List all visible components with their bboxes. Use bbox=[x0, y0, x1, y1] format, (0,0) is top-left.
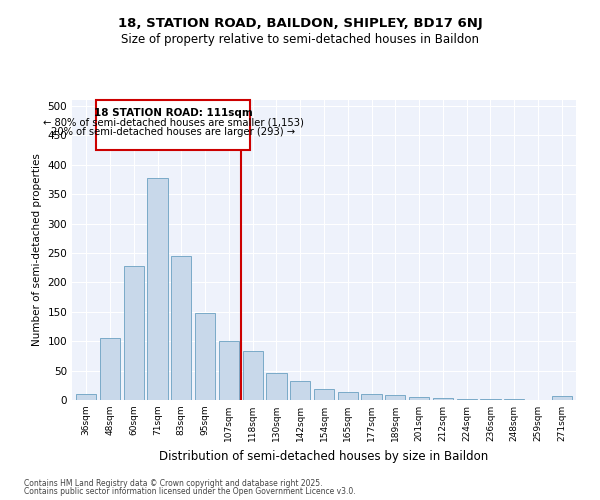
Text: 20% of semi-detached houses are larger (293) →: 20% of semi-detached houses are larger (… bbox=[51, 127, 295, 137]
Bar bbox=[219, 341, 239, 400]
Bar bbox=[361, 394, 382, 400]
Bar bbox=[457, 399, 477, 400]
Bar bbox=[409, 397, 429, 400]
Bar bbox=[195, 313, 215, 400]
Bar bbox=[76, 394, 97, 400]
Bar bbox=[148, 178, 167, 400]
Bar bbox=[314, 390, 334, 400]
Bar bbox=[171, 256, 191, 400]
Y-axis label: Number of semi-detached properties: Number of semi-detached properties bbox=[32, 154, 42, 346]
Bar bbox=[290, 380, 310, 400]
FancyBboxPatch shape bbox=[96, 100, 250, 150]
Bar bbox=[100, 338, 120, 400]
Bar bbox=[266, 373, 287, 400]
Text: ← 80% of semi-detached houses are smaller (1,153): ← 80% of semi-detached houses are smalle… bbox=[43, 118, 304, 128]
Text: Contains HM Land Registry data © Crown copyright and database right 2025.: Contains HM Land Registry data © Crown c… bbox=[24, 478, 323, 488]
Text: 18 STATION ROAD: 111sqm: 18 STATION ROAD: 111sqm bbox=[94, 108, 253, 118]
Bar bbox=[338, 392, 358, 400]
Bar bbox=[124, 266, 144, 400]
Bar bbox=[242, 351, 263, 400]
Bar bbox=[433, 398, 453, 400]
Text: Contains public sector information licensed under the Open Government Licence v3: Contains public sector information licen… bbox=[24, 487, 356, 496]
X-axis label: Distribution of semi-detached houses by size in Baildon: Distribution of semi-detached houses by … bbox=[160, 450, 488, 462]
Bar bbox=[551, 396, 572, 400]
Text: 18, STATION ROAD, BAILDON, SHIPLEY, BD17 6NJ: 18, STATION ROAD, BAILDON, SHIPLEY, BD17… bbox=[118, 18, 482, 30]
Bar bbox=[385, 396, 406, 400]
Text: Size of property relative to semi-detached houses in Baildon: Size of property relative to semi-detach… bbox=[121, 32, 479, 46]
